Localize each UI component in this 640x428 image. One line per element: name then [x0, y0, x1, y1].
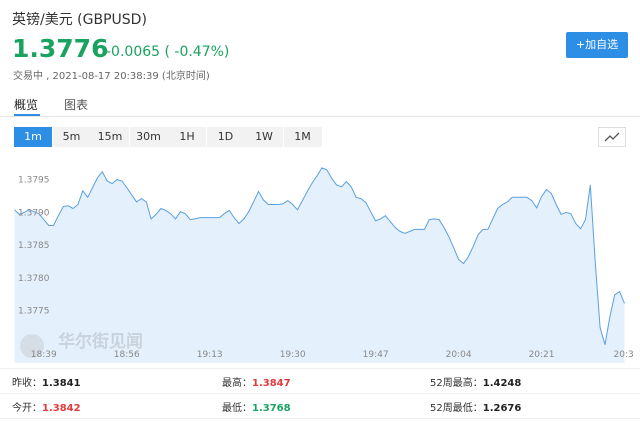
period-button[interactable]: 1m [14, 127, 52, 147]
y-tick-label: 1.3785 [18, 241, 50, 251]
tab[interactable]: 图表 [64, 98, 89, 112]
x-tick-label: 18:56 [114, 350, 140, 360]
tab[interactable]: 概览 [14, 98, 39, 112]
icon [604, 132, 620, 142]
x-tick-label: 20:21 [529, 350, 555, 360]
x-tick-label: 19:47 [363, 350, 389, 360]
y-tick-label: 1.3780 [18, 274, 50, 284]
row-divider [0, 368, 640, 369]
stat: 最低：1.3768 [222, 399, 291, 414]
stat-label: 昨收： [12, 378, 42, 389]
stat-label: 今开： [12, 403, 42, 414]
watermark: 华尔街见闻 [58, 331, 143, 352]
price-line [14, 167, 625, 345]
x-tick-label: 20:04 [446, 350, 472, 360]
quote-title: 英镑/美元 (GBPUSD) [12, 12, 147, 28]
stat-label: 52周最低： [430, 403, 483, 414]
period-button[interactable]: 1D [206, 127, 245, 147]
quote-change: -0.0065 ( -0.47%) [106, 44, 230, 60]
period-button[interactable]: 1H [168, 127, 206, 147]
row-divider [0, 418, 640, 419]
y-tick-label: 1.3775 [18, 307, 50, 317]
stat: 52周最高：1.4248 [430, 374, 521, 389]
tab-indicator [14, 114, 40, 116]
stat-label: 最低： [222, 403, 252, 414]
stat-value: 1.3842 [42, 403, 81, 414]
x-tick-label: 19:13 [197, 350, 223, 360]
add-watchlist-button[interactable]: +加自选 [566, 32, 628, 58]
period-button[interactable]: 1W [245, 127, 283, 147]
y-tick-label: 1.3795 [18, 176, 50, 186]
y-tick-label: 1.3790 [18, 208, 50, 218]
stat-label: 最高： [222, 378, 252, 389]
divider [0, 116, 640, 117]
stat-value: 1.2676 [482, 403, 522, 414]
stat-value: 1.3847 [252, 378, 291, 389]
x-tick-label: 18:39 [31, 350, 57, 360]
row-divider [0, 393, 640, 394]
watermark-logo [20, 334, 44, 358]
x-tick-label: 20:3 [614, 350, 634, 360]
quote-status: 交易中 , 2021-08-17 20:38:39 (北京时间) [13, 71, 210, 82]
quote-price: 1.3776 [12, 34, 109, 63]
period-button[interactable]: 30m [129, 127, 168, 147]
x-tick-label: 19:30 [280, 350, 306, 360]
stat-value: 1.3841 [42, 378, 81, 389]
chart-type-button[interactable] [598, 127, 626, 147]
stat: 52周最低：1.2676 [430, 399, 521, 414]
period-button[interactable]: 15m [91, 127, 129, 147]
period-button[interactable]: 5m [52, 127, 91, 147]
stat: 今开：1.3842 [12, 399, 81, 414]
period-button[interactable]: 1M [283, 127, 322, 147]
area [14, 167, 625, 363]
stat: 昨收：1.3841 [12, 374, 81, 389]
stat-value: 1.3768 [252, 403, 291, 414]
stat-value: 1.4248 [482, 378, 522, 389]
stat: 最高：1.3847 [222, 374, 291, 389]
stat-label: 52周最高： [430, 378, 483, 389]
